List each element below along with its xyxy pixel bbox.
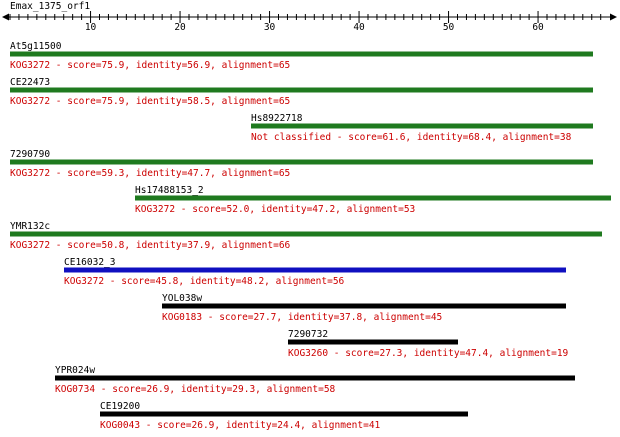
hit-alignment-bar[interactable] [64, 267, 566, 273]
hit-info: KOG3272 - score=59.3, identity=47.7, ali… [10, 168, 290, 179]
axis-left-arrow-icon [2, 13, 9, 21]
hit-info: KOG3272 - score=75.9, identity=56.9, ali… [10, 60, 290, 71]
hit-alignment-bar[interactable] [251, 123, 593, 129]
hit-alignment-bar[interactable] [10, 51, 593, 57]
hit-alignment-bar[interactable] [55, 375, 575, 381]
hit-row[interactable]: YPR024w KOG0734 - score=26.9, identity=29… [55, 365, 575, 395]
hit-alignment-bar[interactable] [10, 231, 602, 237]
hit-row[interactable]: Hs8922718 Not classified - score=61.6, id… [251, 113, 593, 143]
hit-info: Not classified - score=61.6, identity=68… [251, 132, 572, 143]
hit-info: KOG0043 - score=26.9, identity=24.4, ali… [100, 420, 381, 431]
hit-name[interactable]: Hs17488153_2 [135, 185, 204, 196]
hit-alignment-bar[interactable] [10, 159, 593, 165]
hit-row[interactable]: Hs17488153_2 KOG3272 - score=52.0, identi… [135, 185, 611, 215]
hit-name[interactable]: 7290732 [288, 329, 328, 340]
hit-name[interactable]: YOL038w [162, 293, 202, 304]
hit-row[interactable]: 7290790 KOG3272 - score=59.3, identity=47… [10, 149, 593, 179]
hit-info: KOG3272 - score=45.8, identity=48.2, ali… [64, 276, 345, 287]
hits-list: At5g11500 KOG3272 - score=75.9, identity=… [10, 41, 611, 431]
hit-info: KOG3272 - score=75.9, identity=58.5, ali… [10, 96, 290, 107]
hit-info: KOG0183 - score=27.7, identity=37.8, ali… [162, 312, 442, 323]
axis-tick-label: 60 [532, 22, 544, 33]
query-title: Emax_1375_orf1 [10, 1, 90, 12]
query-axis: 10 20 30 40 50 60 [2, 11, 617, 33]
axis-tick-label: 50 [443, 22, 455, 33]
hit-alignment-bar[interactable] [288, 339, 458, 345]
hit-info: KOG3272 - score=52.0, identity=47.2, ali… [135, 204, 415, 215]
hit-name[interactable]: Hs8922718 [251, 113, 303, 124]
hit-row[interactable]: YMR132c KOG3272 - score=50.8, identity=37… [10, 221, 602, 251]
hit-row[interactable]: CE19200 KOG0043 - score=26.9, identity=24… [100, 401, 468, 431]
hit-info: KOG3260 - score=27.3, identity=47.4, ali… [288, 348, 569, 359]
hit-alignment-bar[interactable] [135, 195, 611, 201]
hit-name[interactable]: CE16032_3 [64, 257, 115, 268]
hit-alignment-bar[interactable] [162, 303, 566, 309]
hit-info: KOG3272 - score=50.8, identity=37.9, ali… [10, 240, 291, 251]
hit-row[interactable]: YOL038w KOG0183 - score=27.7, identity=37… [162, 293, 566, 323]
hit-name[interactable]: YPR024w [55, 365, 95, 376]
hit-row[interactable]: CE22473 KOG3272 - score=75.9, identity=58… [10, 77, 593, 107]
hit-name[interactable]: YMR132c [10, 221, 50, 232]
axis-tick-label: 20 [174, 22, 186, 33]
hit-alignment-bar[interactable] [10, 87, 593, 93]
hit-row[interactable]: 7290732 KOG3260 - score=27.3, identity=47… [288, 329, 569, 359]
hit-row[interactable]: CE16032_3 KOG3272 - score=45.8, identity=… [64, 257, 566, 287]
hit-alignment-bar[interactable] [100, 411, 468, 417]
axis-right-arrow-icon [610, 13, 617, 21]
hit-name[interactable]: CE19200 [100, 401, 140, 412]
hit-row[interactable]: At5g11500 KOG3272 - score=75.9, identity=… [10, 41, 593, 71]
axis-tick-label: 40 [353, 22, 365, 33]
hit-name[interactable]: 7290790 [10, 149, 50, 160]
hit-name[interactable]: CE22473 [10, 77, 50, 88]
axis-tick-label: 30 [264, 22, 276, 33]
axis-tick-label: 10 [85, 22, 97, 33]
hit-name[interactable]: At5g11500 [10, 41, 62, 52]
hit-info: KOG0734 - score=26.9, identity=29.3, ali… [55, 384, 336, 395]
